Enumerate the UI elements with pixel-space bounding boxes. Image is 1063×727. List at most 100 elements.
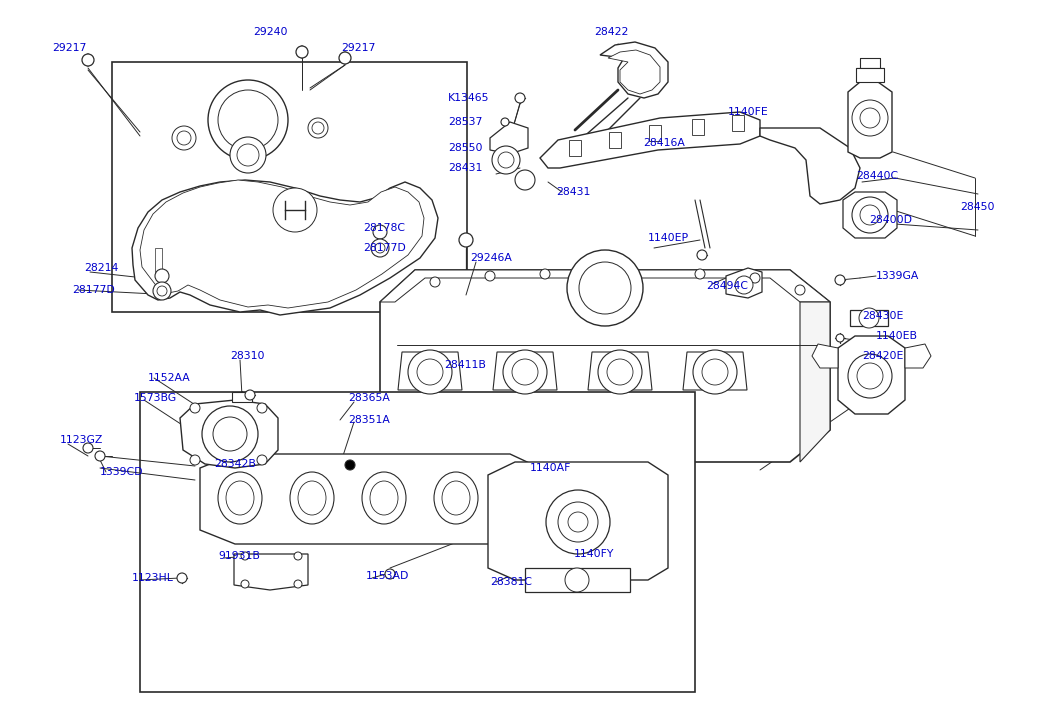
Polygon shape bbox=[608, 50, 660, 94]
Circle shape bbox=[568, 512, 588, 532]
Circle shape bbox=[579, 262, 631, 314]
Circle shape bbox=[546, 490, 610, 554]
Polygon shape bbox=[132, 180, 438, 315]
Circle shape bbox=[83, 443, 92, 453]
Polygon shape bbox=[905, 344, 931, 368]
Text: 28550: 28550 bbox=[448, 143, 483, 153]
Polygon shape bbox=[569, 140, 581, 156]
Circle shape bbox=[695, 269, 705, 279]
Text: 28440C: 28440C bbox=[856, 171, 898, 181]
Circle shape bbox=[257, 455, 267, 465]
Circle shape bbox=[339, 52, 351, 64]
Polygon shape bbox=[200, 454, 540, 544]
Text: 1153AD: 1153AD bbox=[366, 571, 409, 581]
Text: 1140AF: 1140AF bbox=[530, 463, 572, 473]
Polygon shape bbox=[684, 352, 747, 390]
Polygon shape bbox=[760, 128, 860, 204]
Text: 28450: 28450 bbox=[960, 202, 995, 212]
Circle shape bbox=[702, 359, 728, 385]
Polygon shape bbox=[692, 119, 704, 135]
Circle shape bbox=[492, 146, 520, 174]
Circle shape bbox=[567, 250, 643, 326]
Text: 1140FE: 1140FE bbox=[728, 107, 769, 117]
Circle shape bbox=[512, 359, 538, 385]
Text: 1573BG: 1573BG bbox=[134, 393, 178, 403]
Text: 28351A: 28351A bbox=[348, 415, 390, 425]
Polygon shape bbox=[488, 462, 668, 580]
Circle shape bbox=[190, 455, 200, 465]
Circle shape bbox=[750, 273, 760, 283]
Text: 91931B: 91931B bbox=[218, 551, 259, 561]
Ellipse shape bbox=[370, 481, 398, 515]
Text: 28365A: 28365A bbox=[348, 393, 390, 403]
Circle shape bbox=[514, 93, 525, 103]
Circle shape bbox=[257, 403, 267, 413]
Bar bbox=[112, 62, 467, 312]
Polygon shape bbox=[649, 125, 661, 141]
Circle shape bbox=[459, 233, 473, 247]
Circle shape bbox=[859, 308, 879, 328]
Text: 1339CD: 1339CD bbox=[100, 467, 144, 477]
Text: 1152AA: 1152AA bbox=[148, 373, 190, 383]
Text: 28431: 28431 bbox=[448, 163, 483, 173]
Text: 1140EP: 1140EP bbox=[648, 233, 689, 243]
Text: 28431: 28431 bbox=[556, 187, 590, 197]
Circle shape bbox=[497, 152, 514, 168]
Circle shape bbox=[385, 569, 395, 579]
Circle shape bbox=[157, 286, 167, 296]
Circle shape bbox=[417, 359, 443, 385]
Polygon shape bbox=[812, 344, 838, 368]
Circle shape bbox=[82, 54, 94, 66]
Circle shape bbox=[836, 334, 844, 342]
Text: 29246A: 29246A bbox=[470, 253, 512, 263]
Text: 1140EB: 1140EB bbox=[876, 331, 918, 341]
Text: 28214: 28214 bbox=[84, 263, 118, 273]
Polygon shape bbox=[525, 568, 630, 592]
Text: 1123GZ: 1123GZ bbox=[60, 435, 103, 445]
Circle shape bbox=[503, 350, 547, 394]
Circle shape bbox=[540, 269, 550, 279]
Text: 28422: 28422 bbox=[594, 27, 628, 37]
Polygon shape bbox=[180, 400, 279, 468]
Circle shape bbox=[230, 137, 266, 173]
Polygon shape bbox=[232, 392, 252, 402]
Circle shape bbox=[431, 277, 440, 287]
Polygon shape bbox=[848, 82, 892, 158]
Circle shape bbox=[795, 285, 805, 295]
Polygon shape bbox=[155, 248, 162, 272]
Circle shape bbox=[178, 131, 191, 145]
Circle shape bbox=[308, 118, 328, 138]
Circle shape bbox=[860, 108, 880, 128]
Circle shape bbox=[178, 573, 187, 583]
Circle shape bbox=[853, 100, 888, 136]
Circle shape bbox=[95, 451, 105, 461]
Text: 28416A: 28416A bbox=[643, 138, 685, 148]
Text: 28177D: 28177D bbox=[72, 285, 115, 295]
Circle shape bbox=[202, 406, 258, 462]
Text: 1339GA: 1339GA bbox=[876, 271, 919, 281]
Text: 28400D: 28400D bbox=[868, 215, 912, 225]
Text: 28430E: 28430E bbox=[862, 311, 904, 321]
Circle shape bbox=[860, 205, 880, 225]
Text: 28537: 28537 bbox=[448, 117, 483, 127]
Circle shape bbox=[153, 282, 171, 300]
Ellipse shape bbox=[226, 481, 254, 515]
Circle shape bbox=[848, 354, 892, 398]
Text: 1140FY: 1140FY bbox=[574, 549, 614, 559]
Text: 29217: 29217 bbox=[52, 43, 86, 53]
Text: 29217: 29217 bbox=[341, 43, 375, 53]
Text: 28310: 28310 bbox=[230, 351, 265, 361]
Polygon shape bbox=[856, 68, 884, 82]
Circle shape bbox=[697, 250, 707, 260]
Polygon shape bbox=[843, 192, 897, 238]
Text: 29240: 29240 bbox=[253, 27, 287, 37]
Circle shape bbox=[485, 271, 495, 281]
Circle shape bbox=[273, 188, 317, 232]
Ellipse shape bbox=[298, 481, 326, 515]
Ellipse shape bbox=[362, 472, 406, 524]
Polygon shape bbox=[490, 122, 528, 154]
Circle shape bbox=[693, 350, 737, 394]
Circle shape bbox=[408, 350, 452, 394]
Polygon shape bbox=[800, 302, 830, 462]
Circle shape bbox=[313, 122, 324, 134]
